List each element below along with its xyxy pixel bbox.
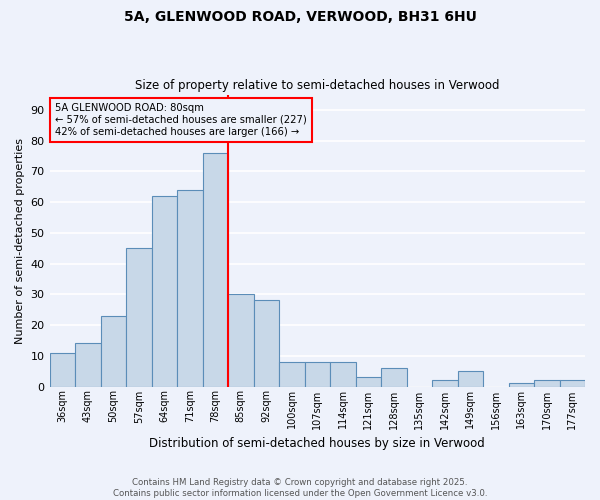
- Bar: [101, 316, 126, 386]
- X-axis label: Distribution of semi-detached houses by size in Verwood: Distribution of semi-detached houses by …: [149, 437, 485, 450]
- Bar: [560, 380, 585, 386]
- Bar: [381, 368, 407, 386]
- Text: Contains HM Land Registry data © Crown copyright and database right 2025.
Contai: Contains HM Land Registry data © Crown c…: [113, 478, 487, 498]
- Bar: [305, 362, 330, 386]
- Bar: [50, 352, 75, 386]
- Bar: [509, 384, 534, 386]
- Bar: [126, 248, 152, 386]
- Bar: [279, 362, 305, 386]
- Bar: [177, 190, 203, 386]
- Bar: [152, 196, 177, 386]
- Bar: [203, 153, 228, 386]
- Bar: [458, 371, 483, 386]
- Bar: [330, 362, 356, 386]
- Bar: [432, 380, 458, 386]
- Bar: [228, 294, 254, 386]
- Text: 5A, GLENWOOD ROAD, VERWOOD, BH31 6HU: 5A, GLENWOOD ROAD, VERWOOD, BH31 6HU: [124, 10, 476, 24]
- Bar: [534, 380, 560, 386]
- Text: 5A GLENWOOD ROAD: 80sqm
← 57% of semi-detached houses are smaller (227)
42% of s: 5A GLENWOOD ROAD: 80sqm ← 57% of semi-de…: [55, 104, 307, 136]
- Y-axis label: Number of semi-detached properties: Number of semi-detached properties: [15, 138, 25, 344]
- Bar: [356, 378, 381, 386]
- Bar: [254, 300, 279, 386]
- Title: Size of property relative to semi-detached houses in Verwood: Size of property relative to semi-detach…: [135, 79, 500, 92]
- Bar: [75, 344, 101, 386]
